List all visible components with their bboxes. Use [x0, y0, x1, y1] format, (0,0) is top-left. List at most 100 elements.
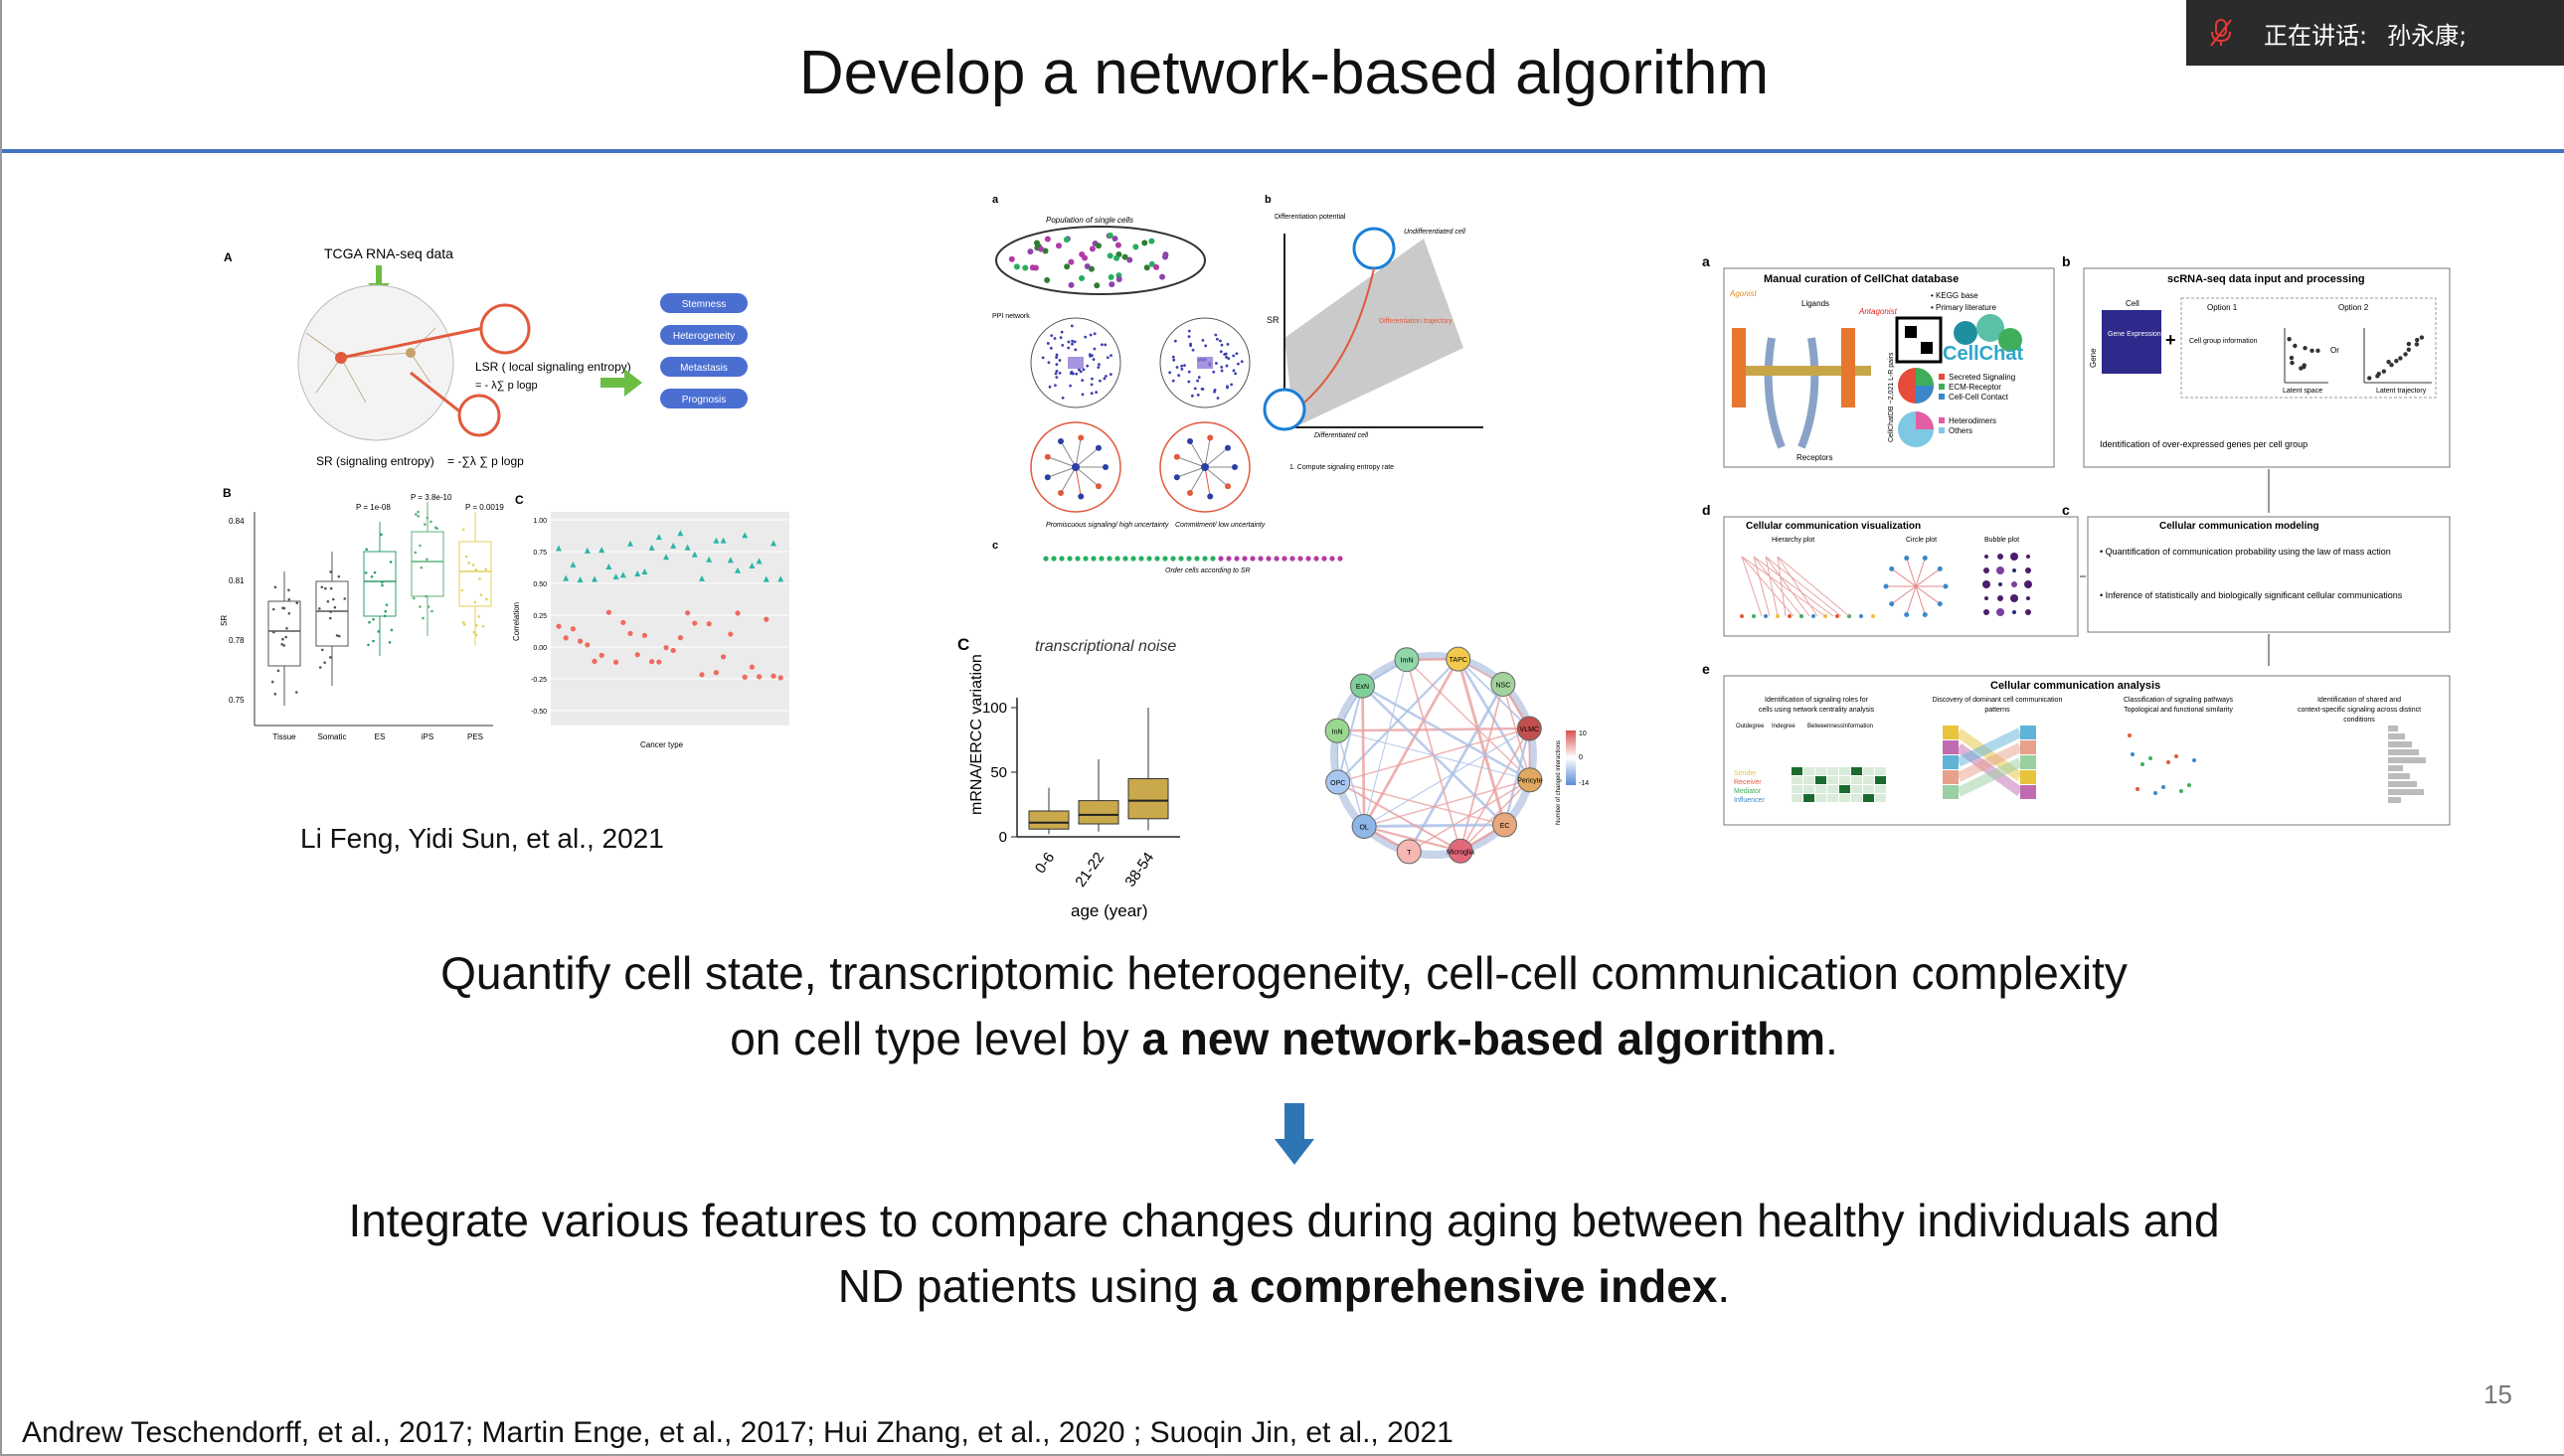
- centrality-label: Betweenness: [1807, 724, 1843, 729]
- network-node-label: VLMC: [1520, 727, 1539, 733]
- noise-y-axis: mRNA/ERCC variation: [968, 654, 985, 815]
- speaking-indicator-bar: 正在讲话: 孙永康;: [2186, 0, 2564, 66]
- panel-label-a: a: [992, 194, 999, 206]
- panel-label-c: C: [957, 635, 969, 654]
- y-tick: 0.75: [533, 550, 547, 557]
- figure-citation: Li Feng, Yidi Sun, et al., 2021: [300, 823, 664, 854]
- panel-a-title: Manual curation of CellChat database: [1764, 273, 1959, 285]
- panel-label-b: B: [223, 486, 232, 500]
- network-node-label: OPC: [1330, 780, 1345, 787]
- panel-label-b: b: [1265, 194, 1272, 206]
- analysis-column-title: Identification of signaling roles for: [1765, 697, 1869, 704]
- diff-label: Differentiated cell: [1314, 432, 1369, 439]
- x-tick: 38-54: [1121, 850, 1157, 890]
- analysis-column-title: Topological and functional similarity: [2124, 707, 2233, 714]
- network-node-label: InN: [1332, 728, 1343, 735]
- y-tick: 0.84: [229, 517, 245, 526]
- svg-text:0: 0: [1579, 754, 1583, 761]
- network-node: [1446, 646, 1471, 672]
- svg-text:Agonist: Agonist: [1729, 289, 1757, 298]
- network-node: [1448, 838, 1473, 864]
- svg-text:Latent trajectory: Latent trajectory: [2376, 388, 2427, 395]
- network-node: [1325, 769, 1351, 795]
- panel-c-title: Cellular communication modeling: [2159, 521, 2319, 532]
- db-category: Heterodimers: [1949, 416, 1996, 425]
- trajectory-path: [1303, 267, 1375, 404]
- category-label: Prognosis: [682, 395, 726, 405]
- y-tick: 0: [999, 829, 1007, 846]
- gene-expression-matrix: [2102, 310, 2161, 374]
- noise-box: [1127, 778, 1169, 820]
- commitment-label: Commitment/ low uncertainty: [1175, 522, 1266, 529]
- network-node: [1351, 814, 1377, 840]
- network-circle: [297, 284, 454, 441]
- svg-text:• Primary literature: • Primary literature: [1931, 303, 1996, 312]
- noise-x-axis: age (year): [1071, 901, 1147, 920]
- category-pill: [660, 293, 748, 313]
- network-node: [1490, 671, 1516, 697]
- svg-text:Gene Expression Profile: Gene Expression Profile: [2108, 331, 2183, 338]
- panel-label-a: a: [1702, 253, 1710, 269]
- db-category: ECM-Receptor: [1949, 383, 2001, 392]
- sr-axis-label: SR: [1267, 315, 1280, 325]
- panel-label-c: c: [992, 540, 998, 552]
- ppi-label: PPI network: [992, 313, 1030, 320]
- centrality-label: Indegree: [1772, 724, 1795, 729]
- identification-text: Identification of over-expressed genes p…: [2100, 439, 2308, 449]
- box: [411, 531, 444, 597]
- undiff-cell-circle: [1352, 227, 1396, 270]
- network-node-label: NSC: [1495, 682, 1510, 689]
- diff-cell-circle: [1263, 388, 1306, 431]
- svg-text:Cell group information: Cell group information: [2189, 338, 2258, 345]
- category-pill: [660, 357, 748, 377]
- figure-cellchat: a Manual curation of CellChat database •…: [1692, 248, 2458, 830]
- svg-text:Circle plot: Circle plot: [1906, 537, 1937, 544]
- network-node: [1517, 767, 1543, 793]
- mic-muted-icon[interactable]: [2186, 18, 2256, 48]
- panel-label-e: e: [1702, 661, 1710, 677]
- role-label: Influencer: [1734, 797, 1765, 804]
- network-node: [1349, 673, 1375, 699]
- svg-text:Bubble plot: Bubble plot: [1984, 537, 2019, 544]
- svg-text:Cell: Cell: [2126, 299, 2139, 308]
- y-axis-label: SR: [220, 615, 229, 626]
- figure-transcriptional-noise: C transcriptional noise mRNA/ERCC variat…: [951, 626, 1280, 924]
- network-node-label: TAPC: [1450, 657, 1467, 664]
- network-node: [1324, 718, 1350, 743]
- network-node: [1516, 716, 1542, 741]
- p-value: P = 0.0019: [465, 503, 504, 512]
- qr-code-icon: [1895, 316, 1943, 364]
- svg-text:Receptors: Receptors: [1796, 453, 1832, 462]
- speaker-name: 孙永康;: [2387, 21, 2468, 50]
- x-tick: 21-22: [1072, 850, 1108, 890]
- diff-potential-label: Differentiation potential: [1275, 214, 1346, 221]
- svg-text:Latent space: Latent space: [2283, 388, 2322, 395]
- y-tick: 1.00: [533, 518, 547, 525]
- network-node-label: EC: [1500, 823, 1510, 830]
- membrane: [1732, 366, 1871, 376]
- y-tick: 0.00: [533, 645, 547, 652]
- network-node-label: T: [1407, 850, 1412, 857]
- svg-text:• Inference of statistically a: • Inference of statistically and biologi…: [2100, 590, 2403, 600]
- panel-e-title: Cellular communication analysis: [1990, 680, 2160, 692]
- emphasis-new-algorithm: a new network-based algorithm: [1141, 1013, 1826, 1064]
- plot-background: [551, 512, 789, 726]
- analysis-column-title: cells using network centrality analysis: [1759, 707, 1875, 714]
- svg-text:Option 2: Option 2: [2338, 303, 2369, 312]
- x-tick: ES: [375, 732, 386, 741]
- centrality-label: Information: [1843, 724, 1873, 729]
- db-category: Others: [1949, 426, 1972, 435]
- svg-text:• Quantification of communicat: • Quantification of communication probab…: [2100, 547, 2391, 557]
- y-tick: 50: [990, 764, 1007, 781]
- footer-citations: Andrew Teschendorff, et al., 2017; Marti…: [22, 1416, 1453, 1449]
- statement-quantify: Quantify cell state, transcriptomic hete…: [2, 940, 2564, 1071]
- analysis-column-title: Identification of shared and: [2317, 697, 2401, 704]
- noise-box: [1078, 800, 1119, 825]
- noise-box: [1028, 810, 1070, 830]
- receptor-drawing: [1764, 337, 1819, 449]
- x-tick: 0-6: [1032, 850, 1058, 878]
- svg-text:= -∑λ ∑ p logp: = -∑λ ∑ p logp: [447, 454, 524, 468]
- svg-text:Option 1: Option 1: [2207, 303, 2238, 312]
- x-tick: Somatic: [318, 732, 347, 741]
